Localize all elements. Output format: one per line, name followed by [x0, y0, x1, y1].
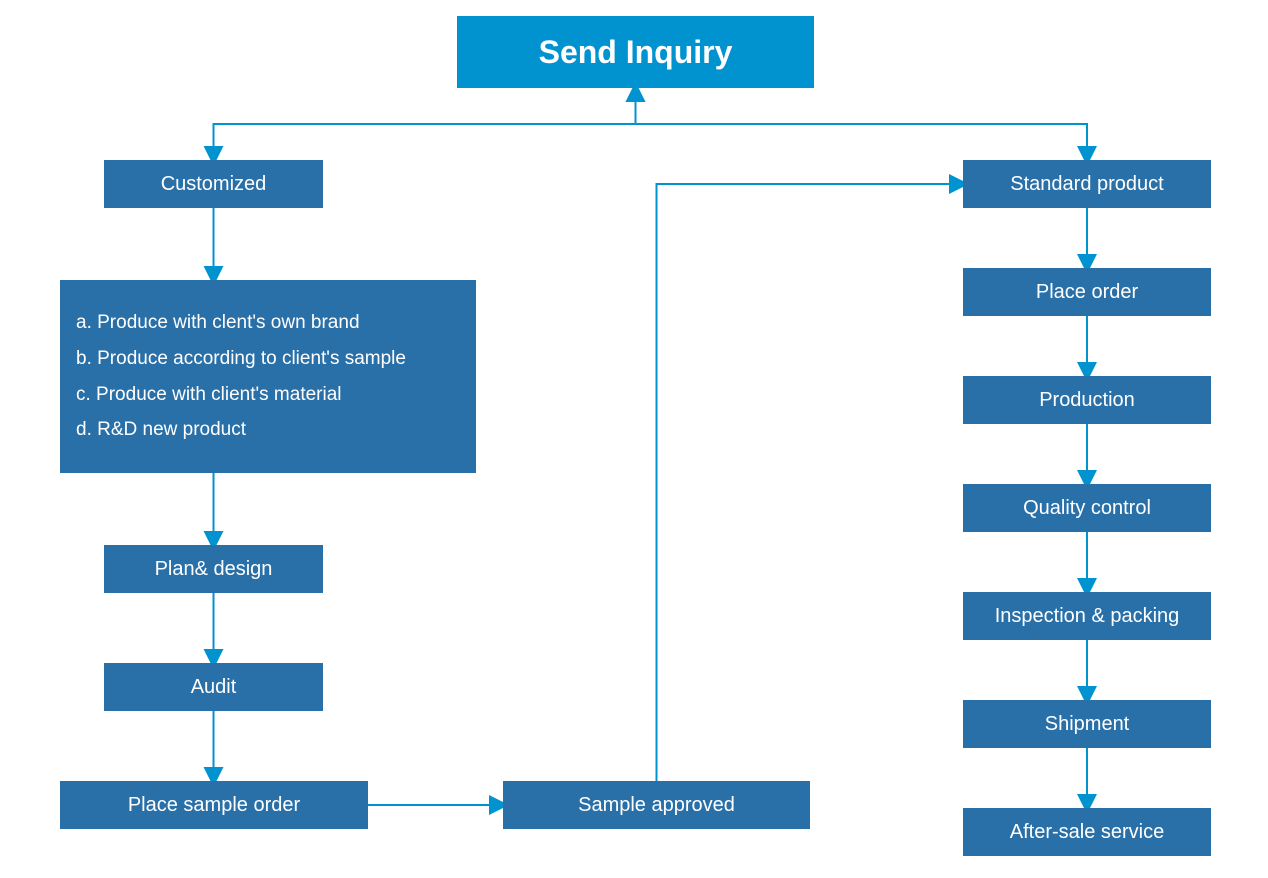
node-place_order-label: Place order	[1036, 281, 1138, 304]
node-details-line: a. Produce with clent's own brand	[76, 310, 460, 336]
node-plan_design-label: Plan& design	[155, 558, 273, 581]
node-details-line: b. Produce according to client's sample	[76, 346, 460, 372]
edge-title-to-customized	[214, 88, 636, 160]
node-details-line: c. Produce with client's material	[76, 382, 460, 408]
node-title: Send Inquiry	[457, 16, 814, 88]
node-standard_product-label: Standard product	[1010, 173, 1163, 196]
node-after_sale-label: After-sale service	[1010, 821, 1165, 844]
node-place_sample: Place sample order	[60, 781, 368, 829]
node-inspection-label: Inspection & packing	[995, 605, 1180, 628]
node-production-label: Production	[1039, 389, 1135, 412]
node-shipment: Shipment	[963, 700, 1211, 748]
node-details: a. Produce with clent's own brand b. Prod…	[60, 280, 476, 473]
node-inspection: Inspection & packing	[963, 592, 1211, 640]
node-details-line: d. R&D new product	[76, 417, 460, 443]
node-quality_control-label: Quality control	[1023, 497, 1151, 520]
node-shipment-label: Shipment	[1045, 713, 1130, 736]
node-place_order: Place order	[963, 268, 1211, 316]
node-plan_design: Plan& design	[104, 545, 323, 593]
node-production: Production	[963, 376, 1211, 424]
edge-sample_approved-to-standard_product	[657, 184, 964, 781]
node-sample_approved: Sample approved	[503, 781, 810, 829]
node-place_sample-label: Place sample order	[128, 794, 300, 817]
flowchart-stage: Send Inquiry Customized a. Produce with cl…	[0, 0, 1268, 878]
node-customized: Customized	[104, 160, 323, 208]
node-standard_product: Standard product	[963, 160, 1211, 208]
node-audit-label: Audit	[191, 676, 237, 699]
node-title-label: Send Inquiry	[539, 34, 733, 71]
node-quality_control: Quality control	[963, 484, 1211, 532]
node-audit: Audit	[104, 663, 323, 711]
node-after_sale: After-sale service	[963, 808, 1211, 856]
node-customized-label: Customized	[161, 173, 267, 196]
node-sample_approved-label: Sample approved	[578, 794, 735, 817]
edge-title-to-standard_product	[636, 88, 1088, 160]
